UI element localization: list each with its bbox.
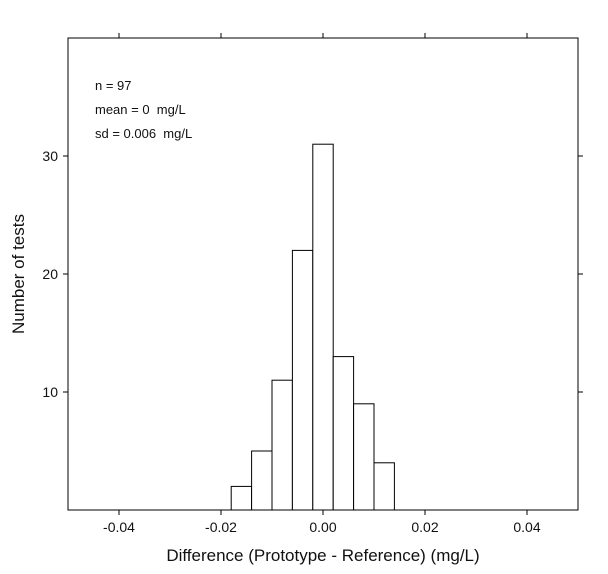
histogram-bar-8 xyxy=(373,462,395,511)
stat-annotation-3: sd = 0.006 mg/L xyxy=(95,126,192,141)
x-tick-label-2: -0.02 xyxy=(205,519,237,535)
x-tick-label-5: 0.04 xyxy=(513,519,540,535)
histogram-bar-3 xyxy=(271,379,293,511)
x-tick-label-4: 0.02 xyxy=(411,519,438,535)
histogram-bar-6 xyxy=(332,356,355,511)
histogram-bar-1 xyxy=(230,485,253,511)
histogram-bar-5 xyxy=(312,143,334,511)
y-tick-label-1: 10 xyxy=(42,384,58,400)
x-tick-label-3: 0.00 xyxy=(309,519,336,535)
stat-annotation-1: n = 97 xyxy=(95,78,132,93)
ticks-layer xyxy=(63,33,583,515)
bars-layer xyxy=(230,143,395,511)
x-axis-title: Difference (Prototype - Reference) (mg/L… xyxy=(166,546,479,565)
annotations-layer: n = 97 mean = 0 mg/L sd = 0.006 mg/L xyxy=(95,78,192,141)
labels-layer: -0.04 -0.02 0.00 0.02 0.04 10 20 30 xyxy=(42,148,540,535)
stat-annotation-2: mean = 0 mg/L xyxy=(95,102,186,117)
y-axis-title: Number of tests xyxy=(9,214,28,334)
y-tick-label-3: 30 xyxy=(42,148,58,164)
histogram-bar-7 xyxy=(353,403,375,511)
y-tick-label-2: 20 xyxy=(42,266,58,282)
x-tick-label-1: -0.04 xyxy=(103,519,135,535)
histogram-bar-4 xyxy=(291,249,314,511)
histogram-bar-2 xyxy=(251,450,273,511)
